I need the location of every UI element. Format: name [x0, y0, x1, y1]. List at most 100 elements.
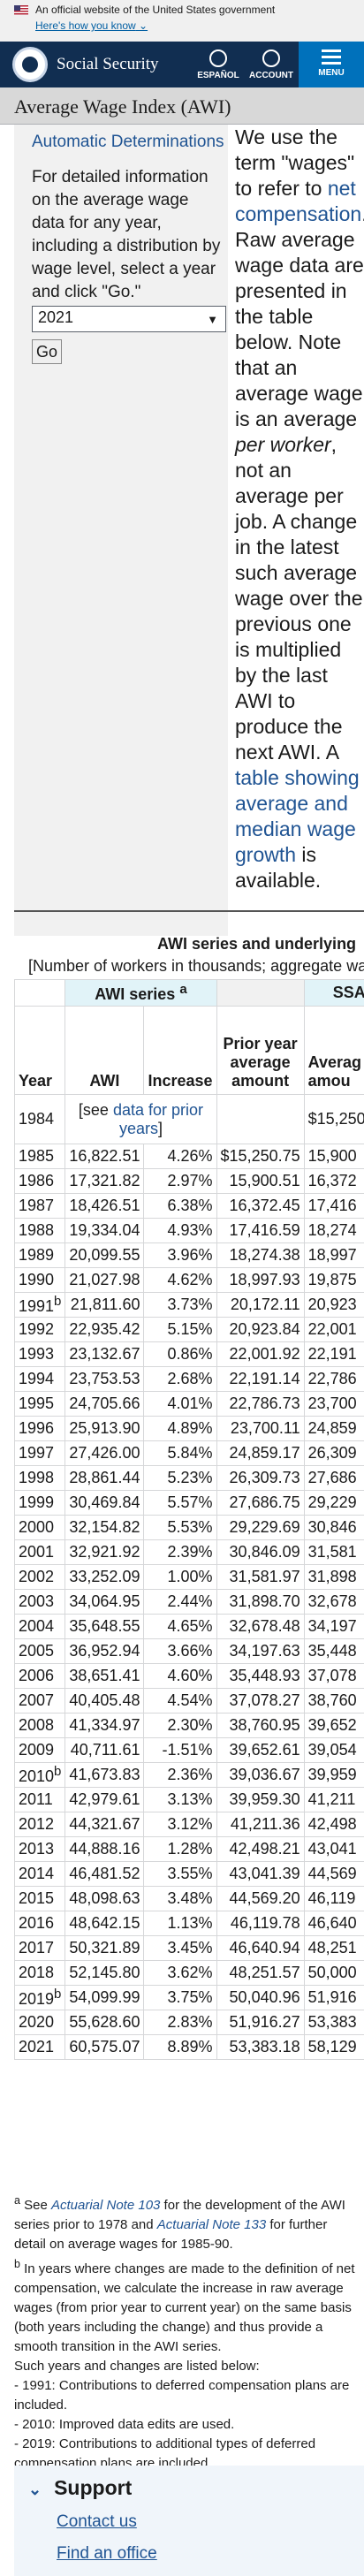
footnote-marker: b: [54, 1987, 62, 2002]
row-awi: 40,405.48: [64, 1688, 145, 1714]
note-b-list-intro: Such years and changes are listed below:: [14, 2359, 260, 2374]
row-year: 2013: [13, 1836, 66, 1862]
row-awi: 54,099.99: [64, 1985, 145, 2010]
row-avg-amount: 42,498: [303, 1812, 364, 1837]
table-row: 2008 41,334.97 2.30% 38,760.95 39,652: [13, 1713, 364, 1738]
wage-growth-table-link[interactable]: table showing average and median wage gr…: [235, 766, 360, 866]
table-row: 2012 44,321.67 3.12% 41,211.36 42,498: [13, 1812, 364, 1837]
row-increase: 2.36%: [143, 1762, 217, 1788]
heres-how-you-know-link[interactable]: Here's how you know ⌄: [35, 19, 148, 32]
row-awi: 19,334.04: [64, 1218, 145, 1243]
row-increase: 4.65%: [143, 1614, 217, 1639]
ssa-logo[interactable]: [12, 47, 48, 82]
account-button[interactable]: ACCOUNT: [240, 42, 302, 87]
row-awi: 16,822.51: [64, 1144, 145, 1169]
net-compensation-link[interactable]: net compensation: [235, 177, 362, 225]
table-row: 1987 18,426.51 6.38% 16,372.45 17,416: [13, 1193, 364, 1219]
row-awi: 22,935.42: [64, 1317, 145, 1342]
table-row: 1999 30,469.84 5.57% 27,686.75 29,229: [13, 1490, 364, 1516]
espanol-button[interactable]: ESPAÑOL: [187, 42, 249, 87]
awi-table: AWI series a SSA Year AWI Increase Prior…: [13, 979, 364, 2060]
actuarial-note-133-link[interactable]: Actuarial Note 133: [156, 2217, 267, 2232]
row-awi: 28,861.44: [64, 1465, 145, 1491]
row-prior-avg: 20,172.11: [216, 1292, 305, 1318]
row-year: 1993: [13, 1341, 66, 1367]
row-increase: 2.39%: [143, 1539, 217, 1565]
go-button[interactable]: Go: [32, 339, 62, 364]
intro-text: We use the term "wages" to refer to net …: [235, 125, 364, 892]
contact-us-link[interactable]: Contact us: [57, 2512, 137, 2531]
row-prior-avg: 26,309.73: [216, 1465, 305, 1491]
row-prior-avg: 42,498.21: [216, 1836, 305, 1862]
row-prior-avg: 43,041.39: [216, 1861, 305, 1887]
row-avg-amount: 31,581: [303, 1539, 364, 1565]
row-prior-avg: 38,760.95: [216, 1713, 305, 1738]
table-row: 2021 60,575.07 8.89% 53,383.18 58,129: [13, 2034, 364, 2060]
table-row: 1998 28,861.44 5.23% 26,309.73 27,686: [13, 1465, 364, 1491]
row-year: 2007: [13, 1688, 66, 1714]
row-avg-amount: 24,859: [303, 1416, 364, 1441]
row-awi: 21,811.60: [64, 1292, 145, 1318]
table-row: 1990 21,027.98 4.62% 18,997.93 19,875: [13, 1267, 364, 1293]
table-row: 2015 48,098.63 3.48% 44,569.20 46,119: [13, 1886, 364, 1911]
year-selector-description: For detailed information on the average …: [32, 168, 221, 301]
row-year: 2006: [13, 1663, 66, 1689]
row-awi: 23,132.67: [64, 1341, 145, 1367]
row-avg-amount: 19,875: [303, 1267, 364, 1293]
table-row: 1986 17,321.82 2.97% 15,900.51 16,372: [13, 1168, 364, 1194]
row-awi: 27,426.00: [64, 1440, 145, 1466]
row-prior-avg: 39,036.67: [216, 1762, 305, 1788]
table-row: 1993 23,132.67 0.86% 22,001.92 22,191: [13, 1341, 364, 1367]
page-title: Average Wage Index (AWI): [0, 87, 364, 125]
row-year: 2018: [13, 1960, 66, 1986]
row-year: 2020: [13, 2010, 66, 2035]
row-year: 2014: [13, 1861, 66, 1887]
menu-button[interactable]: MENU: [299, 42, 364, 87]
row-avg-amount: 39,652: [303, 1713, 364, 1738]
automatic-determinations-link[interactable]: Automatic Determinations: [32, 133, 224, 151]
table-row: 2009 40,711.61 -1.51% 39,652.61 39,054: [13, 1737, 364, 1763]
header-prior-year-avg: Prior year average amount: [216, 1006, 305, 1095]
row-awi: 52,145.80: [64, 1960, 145, 1986]
year-select[interactable]: 2021 ▼: [32, 306, 226, 332]
row-awi: 36,952.94: [64, 1638, 145, 1664]
row-prior-avg: 22,001.92: [216, 1341, 305, 1367]
row-increase: 5.84%: [143, 1440, 217, 1466]
row-prior-avg: 29,229.69: [216, 1515, 305, 1540]
row-awi: 55,628.60: [64, 2010, 145, 2035]
prior-years-data-link[interactable]: data for prior years: [112, 1100, 203, 1137]
actuarial-note-103-link[interactable]: Actuarial Note 103: [50, 2198, 161, 2213]
row-awi: 48,098.63: [64, 1886, 145, 1911]
row-increase: 4.01%: [143, 1391, 217, 1417]
row-increase: 3.45%: [143, 1935, 217, 1961]
row-avg-amount: 18,274: [303, 1218, 364, 1243]
row-avg-amount: 53,383: [303, 2010, 364, 2035]
row-year: 1986: [13, 1168, 66, 1194]
row-avg-amount: 50,000: [303, 1960, 364, 1986]
row-awi: 34,064.95: [64, 1589, 145, 1615]
table-row: 1992 22,935.42 5.15% 20,923.84 22,001: [13, 1317, 364, 1342]
row-avg-amount: 43,041: [303, 1836, 364, 1862]
footnote-marker: b: [54, 1764, 62, 1779]
row-avg-amount: 39,959: [303, 1762, 364, 1788]
row-year: 1991b: [13, 1292, 66, 1318]
table-row: 2007 40,405.48 4.54% 37,078.27 38,760: [13, 1688, 364, 1714]
row-prior-avg: 39,959.30: [216, 1787, 305, 1812]
row-prior-avg: 16,372.45: [216, 1193, 305, 1219]
row-year: 1989: [13, 1242, 66, 1268]
support-heading[interactable]: ⌄ Support: [28, 2476, 133, 2499]
row-year: 2017: [13, 1935, 66, 1961]
row-increase: 3.13%: [143, 1787, 217, 1812]
row-awi: 42,979.61: [64, 1787, 145, 1812]
row-year: 2011: [13, 1787, 66, 1812]
row-avg-amount: 38,760: [303, 1688, 364, 1714]
row-avg-amount: 26,309: [303, 1440, 364, 1466]
site-name[interactable]: Social Security: [57, 55, 159, 73]
row-prior-avg: 22,191.14: [216, 1366, 305, 1392]
row-year: 2002: [13, 1564, 66, 1590]
row-increase: 1.28%: [143, 1836, 217, 1862]
row-awi: 46,481.52: [64, 1861, 145, 1887]
find-office-link[interactable]: Find an office: [57, 2544, 157, 2563]
row-year: 1987: [13, 1193, 66, 1219]
row-awi: 44,321.67: [64, 1812, 145, 1837]
